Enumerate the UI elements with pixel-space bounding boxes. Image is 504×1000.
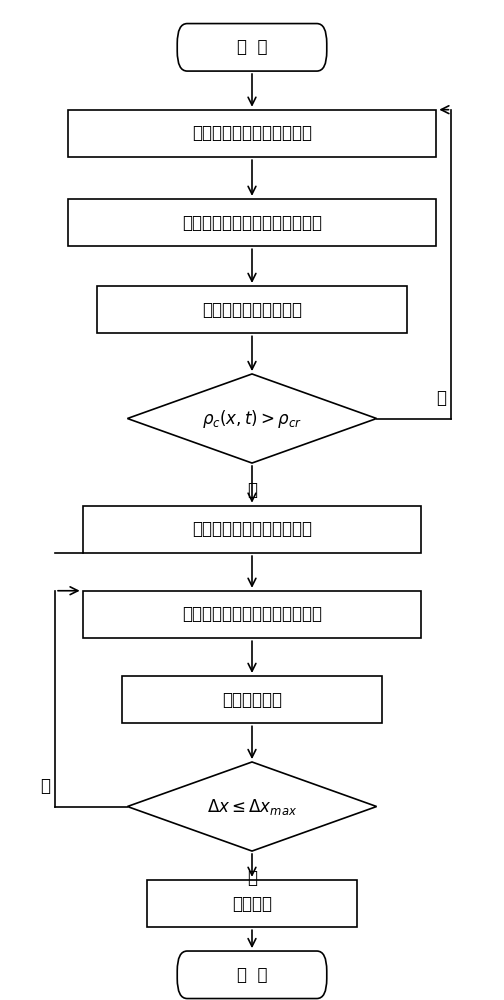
FancyBboxPatch shape xyxy=(83,591,421,638)
Text: 否: 否 xyxy=(40,777,50,795)
Text: 是: 是 xyxy=(247,869,257,887)
Polygon shape xyxy=(128,374,376,463)
Text: 计算残留高度: 计算残留高度 xyxy=(222,691,282,709)
FancyBboxPatch shape xyxy=(177,24,327,71)
FancyBboxPatch shape xyxy=(147,880,357,927)
Text: 输入激光、氮化硅计算参数: 输入激光、氮化硅计算参数 xyxy=(192,124,312,142)
Text: 结  束: 结 束 xyxy=(237,966,267,984)
FancyBboxPatch shape xyxy=(68,110,436,157)
Text: 扫描速度、能量密度和脉宽赋値: 扫描速度、能量密度和脉宽赋値 xyxy=(182,605,322,623)
FancyBboxPatch shape xyxy=(83,506,421,553)
Text: 计算导带自由电子密度: 计算导带自由电子密度 xyxy=(202,301,302,319)
Text: 雪崩电离、光致电离速率预处理: 雪崩电离、光致电离速率预处理 xyxy=(182,214,322,232)
FancyBboxPatch shape xyxy=(68,199,436,246)
Polygon shape xyxy=(128,762,376,851)
Text: $\Delta x \leq \Delta x_{max}$: $\Delta x \leq \Delta x_{max}$ xyxy=(207,797,297,817)
FancyBboxPatch shape xyxy=(177,951,327,999)
Text: 输出结果: 输出结果 xyxy=(232,895,272,913)
FancyBboxPatch shape xyxy=(122,676,382,723)
Text: 是: 是 xyxy=(247,481,257,499)
FancyBboxPatch shape xyxy=(97,286,407,333)
Text: 计算烧蚀阈値、深度和体积: 计算烧蚀阈値、深度和体积 xyxy=(192,520,312,538)
Text: 开  始: 开 始 xyxy=(237,38,267,56)
Text: $\rho_c(x,t)>\rho_{cr}$: $\rho_c(x,t)>\rho_{cr}$ xyxy=(202,408,302,430)
Text: 否: 否 xyxy=(436,389,447,407)
